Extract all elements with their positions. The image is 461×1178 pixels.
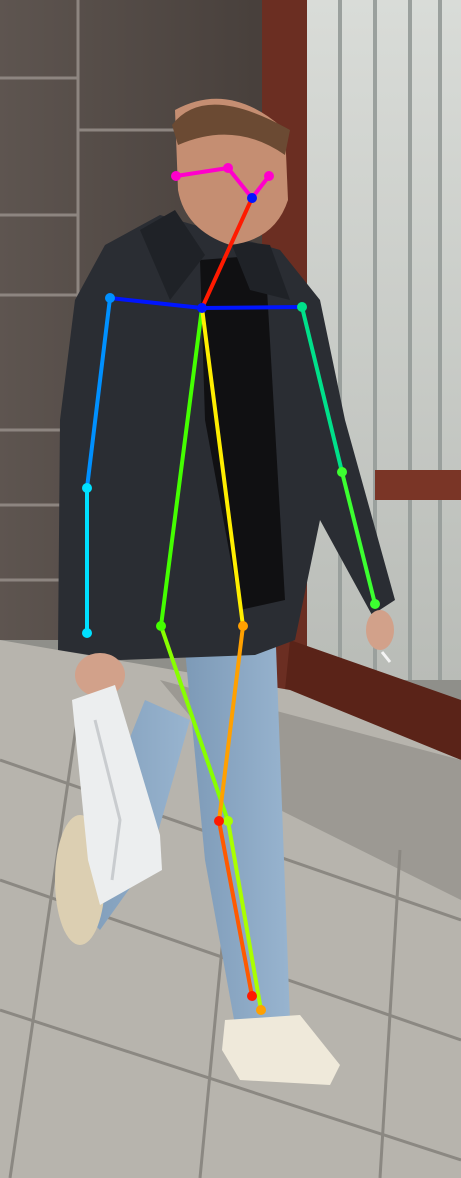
head-bone-left bbox=[174, 166, 230, 178]
plastic-bag bbox=[72, 685, 162, 905]
pose-skeleton bbox=[85, 166, 377, 1012]
joint-left-ankle bbox=[256, 1005, 266, 1015]
joint-right-wrist bbox=[370, 599, 380, 609]
joint-right-shoulder bbox=[297, 302, 307, 312]
left-upper-arm-bone bbox=[85, 296, 112, 490]
torso-right-bone bbox=[200, 306, 245, 628]
joint-nose bbox=[247, 193, 257, 203]
front-leg bbox=[185, 620, 290, 1025]
shoulder-bone-right bbox=[200, 305, 304, 310]
front-shoe bbox=[222, 1015, 340, 1085]
joint-head-right bbox=[264, 171, 274, 181]
joint-right-ankle bbox=[247, 991, 257, 1001]
joint-right-knee bbox=[214, 816, 224, 826]
joint-left-wrist bbox=[82, 628, 92, 638]
pose-joints bbox=[82, 163, 380, 1015]
hair bbox=[172, 104, 290, 155]
shoulder-bone-left bbox=[108, 296, 204, 310]
joint-left-elbow bbox=[82, 483, 92, 493]
right-upper-arm-bone bbox=[300, 305, 344, 474]
neck-bone bbox=[200, 196, 254, 310]
joint-head-top bbox=[223, 163, 233, 173]
left-shin-bone bbox=[226, 819, 263, 1012]
joint-right-hip bbox=[238, 621, 248, 631]
right-shin-bone bbox=[217, 819, 254, 998]
joint-left-hip bbox=[156, 621, 166, 631]
joint-neck bbox=[197, 303, 207, 313]
right-hand bbox=[366, 610, 394, 650]
joint-left-shoulder bbox=[105, 293, 115, 303]
joint-right-elbow bbox=[337, 467, 347, 477]
torso-left-bone bbox=[159, 306, 204, 628]
right-thigh-bone bbox=[217, 624, 245, 823]
joint-left-knee bbox=[223, 816, 233, 826]
head-bone-mid bbox=[226, 166, 254, 200]
left-thigh-bone bbox=[159, 624, 230, 823]
right-forearm-bone bbox=[340, 470, 377, 606]
person bbox=[55, 98, 395, 1085]
joint-head-left bbox=[171, 171, 181, 181]
shirt bbox=[200, 255, 285, 610]
